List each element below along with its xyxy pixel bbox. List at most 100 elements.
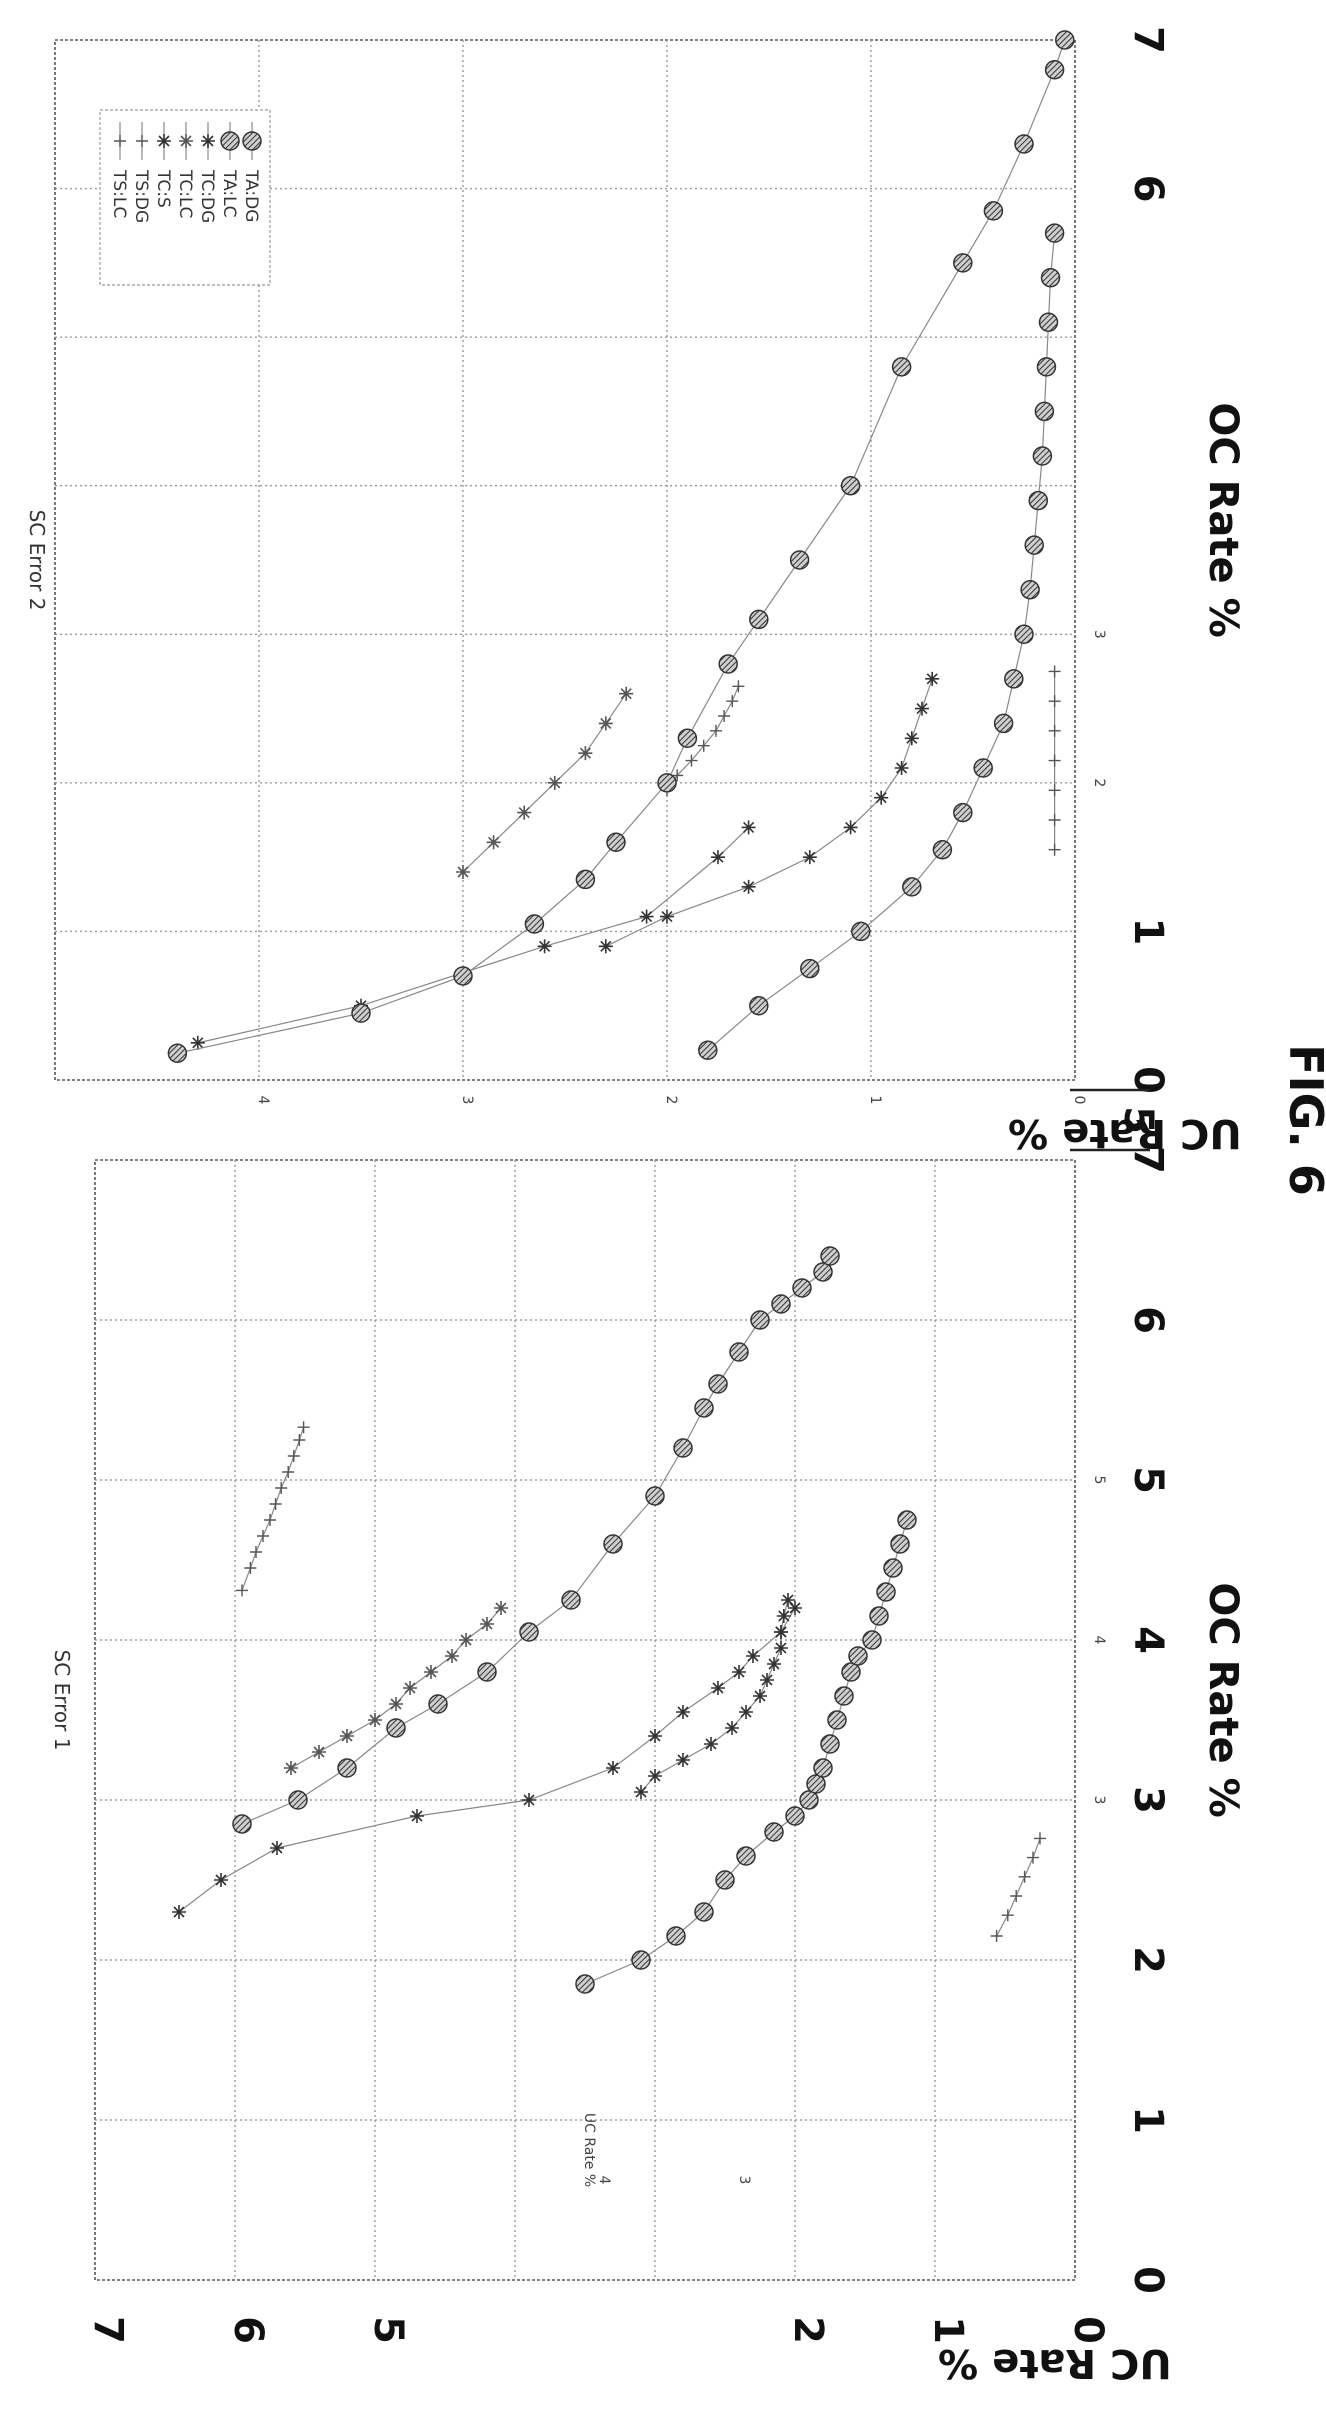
point-ta-dg: [785, 1806, 805, 1826]
inner-y-tick-label: 3: [736, 2176, 752, 2185]
point-ta-lc: [750, 1310, 770, 1330]
point-ts-lc: [685, 754, 698, 767]
point-tc-dg: [904, 731, 919, 746]
point-tc-lc: [486, 835, 501, 850]
point-ta-dg: [1034, 401, 1055, 422]
point-ta-lc: [337, 1758, 357, 1778]
point-tc-dg: [874, 790, 889, 805]
point-ts-lc: [287, 1450, 300, 1462]
point-tc-s: [537, 939, 552, 954]
chart-title-2: SC Error 2: [25, 510, 49, 611]
x-tick-label: 0: [1125, 2266, 1171, 2294]
point-ts-lc: [236, 1584, 248, 1597]
point-ta-dg: [902, 877, 922, 897]
point-ta-lc: [288, 1790, 308, 1810]
point-ta-dg: [841, 1662, 861, 1682]
inner-y-tick-label: 1: [867, 1096, 883, 1105]
inner-ticks-1: 3 4 5 3 4: [596, 1476, 1107, 2185]
y-tick-label: 2: [785, 2316, 831, 2344]
point-tc-s: [214, 1873, 228, 1887]
point-ta-dg: [862, 1630, 882, 1650]
x-tick-label: 4: [1125, 1626, 1171, 1654]
point-ts-dg: [1034, 1832, 1046, 1845]
point-tc-dg: [739, 1705, 753, 1719]
point-tc-dg: [725, 1721, 739, 1735]
point-ta-lc: [645, 1486, 665, 1506]
point-tc-lc: [403, 1681, 417, 1695]
point-tc-dg: [704, 1737, 718, 1751]
point-ta-dg: [1028, 490, 1049, 511]
point-tc-dg: [774, 1625, 788, 1639]
chart-sc-error-1: 0 1 2 5 6 7 0 1 2 3 4 5 6 7 3 4 5 3 4 SC Error 1 OC Rate…: [50, 1146, 1246, 2386]
point-tc-s: [788, 1601, 802, 1615]
legend: TS:LC TS:DG TC:S TC:LC TC:DG TA:LC TA:DG: [99, 109, 271, 286]
point-ta-lc: [575, 869, 596, 890]
point-tc-s: [711, 1681, 725, 1695]
point-ta-lc: [891, 357, 912, 377]
point-ts-lc: [264, 1514, 276, 1526]
point-tc-s: [741, 820, 756, 835]
inner-x-tick-label: 4: [1091, 1636, 1107, 1645]
point-tc-dg: [894, 761, 909, 775]
point-ta-dg: [1014, 624, 1034, 645]
point-tc-lc: [424, 1665, 438, 1679]
point-ta-dg: [973, 758, 993, 778]
point-ta-lc: [657, 773, 677, 793]
point-ta-lc: [477, 1662, 497, 1682]
point-tc-lc: [480, 1617, 494, 1631]
point-ts-dg: [1048, 754, 1061, 767]
point-ta-dg: [800, 958, 820, 979]
legend-marker: [242, 131, 262, 151]
inner-x-tick-label: 5: [1091, 1476, 1107, 1485]
y-tick-label: 5: [365, 2316, 411, 2344]
y-axis-title-2: UC Rate %: [1008, 1110, 1242, 1156]
y-tick-label: 6: [225, 2316, 271, 2344]
inner-y-tick-label: 2: [663, 1096, 679, 1105]
point-ta-dg: [736, 1846, 756, 1866]
y-tick-label: 7: [85, 2316, 131, 2344]
point-tc-dg: [760, 1673, 774, 1687]
legend-label: TC:DG: [197, 169, 217, 223]
point-tc-lc: [547, 775, 562, 790]
point-ta-dg: [848, 1646, 868, 1666]
point-tc-lc: [445, 1649, 459, 1663]
point-ts-lc: [244, 1562, 257, 1574]
point-ta-dg: [876, 1582, 896, 1602]
point-tc-s: [172, 1905, 186, 1919]
point-ta-dg: [1032, 446, 1053, 466]
point-ts-lc: [732, 680, 745, 693]
point-ta-dg: [851, 921, 871, 942]
point-tc-dg: [767, 1657, 781, 1671]
point-ts-dg: [1048, 665, 1061, 678]
point-tc-dg: [781, 1593, 795, 1607]
point-ta-dg: [932, 839, 953, 860]
inner-ticks-2: 2 3 0 1 2 3 4: [255, 630, 1107, 1105]
legend-marker: [136, 135, 148, 147]
x-axis-title-2: OC Rate %: [1200, 402, 1246, 637]
point-ta-lc: [167, 1043, 188, 1064]
point-ta-dg: [813, 1758, 833, 1778]
point-tc-lc: [619, 686, 634, 701]
point-tc-lc: [312, 1745, 326, 1759]
legend-label: TA:DG: [241, 169, 261, 222]
inner-y-axis-title-1: UC Rate %: [581, 2113, 597, 2187]
point-ta-dg: [1036, 357, 1057, 377]
separators: [1070, 1088, 1150, 1152]
point-tc-dg: [925, 671, 940, 686]
point-ta-lc: [428, 1694, 448, 1714]
point-ts-dg: [1048, 695, 1061, 708]
x-tick-label: 6: [1125, 1306, 1171, 1334]
x-tick-label: 5: [1125, 1466, 1171, 1494]
point-ta-dg: [1024, 535, 1044, 555]
point-ts-dg: [1048, 784, 1061, 797]
point-ta-lc: [524, 914, 545, 934]
point-ta-dg: [764, 1822, 784, 1842]
series-line-tc-dg: [605, 678, 933, 947]
point-ta-dg: [883, 1558, 903, 1578]
legend-marker: [201, 134, 215, 148]
legend-marker: [220, 131, 240, 151]
point-ta-dg: [694, 1902, 714, 1922]
point-ta-lc: [606, 832, 626, 853]
point-ta-dg: [666, 1926, 686, 1946]
point-ta-dg: [1004, 669, 1024, 689]
